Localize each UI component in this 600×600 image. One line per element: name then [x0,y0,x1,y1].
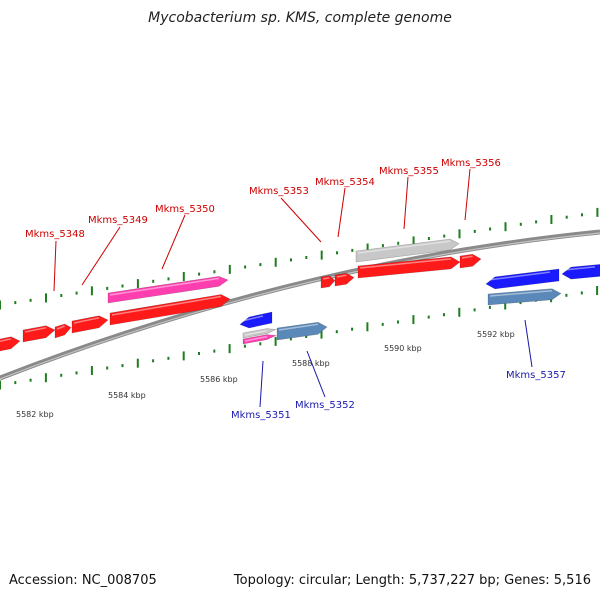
backbone-highlight [0,232,600,380]
gene-features[interactable]: Mkms_5348Mkms_5349Mkms_5350Mkms_5351Mkms… [0,238,600,353]
gene-label-leader [280,197,322,243]
gene-arrow-highlight [56,325,65,330]
genome-backbone [0,229,600,381]
gene-arrow-highlight [336,274,347,278]
gene-arrow-highlight [0,338,12,342]
tick-label: 5590 kbp [384,344,422,353]
gene-arrow[interactable] [22,325,56,343]
backbone-line [0,229,600,381]
gene-arrow-highlight [244,329,268,336]
topology-text: Topology: circular; Length: 5,737,227 bp… [233,573,591,588]
gene-arrow[interactable] [0,336,21,353]
gene-arrow-highlight [73,317,100,324]
gene-label-leader [464,168,471,221]
gene-label-leader [524,319,533,368]
tick-label: 5582 kbp [16,410,54,419]
gene-arrow-highlight [24,326,47,333]
gene-arrow-highlight [111,295,222,316]
gene-arrow[interactable]: Mkms_5357 [485,268,560,290]
gene-arrow[interactable]: Mkms_5349 [107,276,229,304]
gene-arrow[interactable]: Mkms_5348 [71,315,109,334]
outer-tick-ring [0,207,599,310]
gene-label-leader [53,240,57,292]
gene-label-leader [306,350,326,398]
genome-title: Mycobacterium sp. KMS, complete genome [148,10,452,26]
gene-label: Mkms_5351 [231,410,291,421]
gene-arrow-highlight [322,277,330,280]
gene-arrow[interactable]: Mkms_5353 [320,275,336,289]
gene-label: Mkms_5357 [506,370,566,381]
gene-arrow-highlight [278,323,319,331]
gene-arrow[interactable] [54,323,72,339]
gene-arrow[interactable] [242,334,278,345]
gene-arrow[interactable] [242,328,278,339]
gene-label-leader [403,176,409,230]
gene-arrow-highlight [359,258,452,269]
gene-arrow[interactable] [561,264,600,280]
gene-label-leader [259,360,264,408]
position-tick-labels: 5582 kbp 5584 kbp 5586 kbp 5588 kbp 5590 kbp… [16,330,515,419]
gene-arrow-highlight [487,271,551,281]
gene-label-leader [161,214,186,270]
gene-arrow[interactable]: Mkms_5355 [355,238,460,263]
tick-label: 5586 kbp [200,375,238,384]
gene-arrow-highlight [461,255,473,259]
gene-arrow[interactable] [459,253,482,269]
gene-label-leader [337,187,346,238]
gene-arrow-highlight [244,335,268,342]
gene-arrow-highlight [357,240,451,254]
gene-arrow[interactable]: Mkms_5352 [276,321,328,341]
gene-arrow-highlight [241,315,264,322]
gene-label: Mkms_5353 [249,186,309,197]
inner-tick-ring [0,286,599,390]
gene-arrow[interactable]: Mkms_5354 [334,272,355,287]
tick-label: 5584 kbp [108,391,146,400]
gene-label: Mkms_5348 [25,229,85,240]
gene-label: Mkms_5354 [315,177,375,188]
gene-label-leader [81,226,121,286]
gene-arrow-highlight [489,289,553,297]
gene-arrow[interactable]: Mkms_5350 [109,294,231,326]
gene-arrow-highlight [109,277,220,296]
gene-arrow-highlight [563,266,596,271]
gene-arrow[interactable]: Mkms_5351 [239,311,273,329]
gene-label: Mkms_5352 [295,400,355,411]
gene-label: Mkms_5349 [88,215,148,226]
gene-labels: Mkms_5348Mkms_5349Mkms_5350Mkms_5351Mkms… [25,158,566,421]
gene-label: Mkms_5355 [379,166,439,177]
accession-text: Accession: NC_008705 [9,573,157,588]
gene-label: Mkms_5356 [441,158,501,169]
gene-arrow[interactable]: Mkms_5356 [357,256,461,279]
gene-label: Mkms_5350 [155,204,215,215]
tick-label: 5592 kbp [477,330,515,339]
tick-label: 5588 kbp [292,359,330,368]
gene-arrow[interactable] [487,288,562,306]
